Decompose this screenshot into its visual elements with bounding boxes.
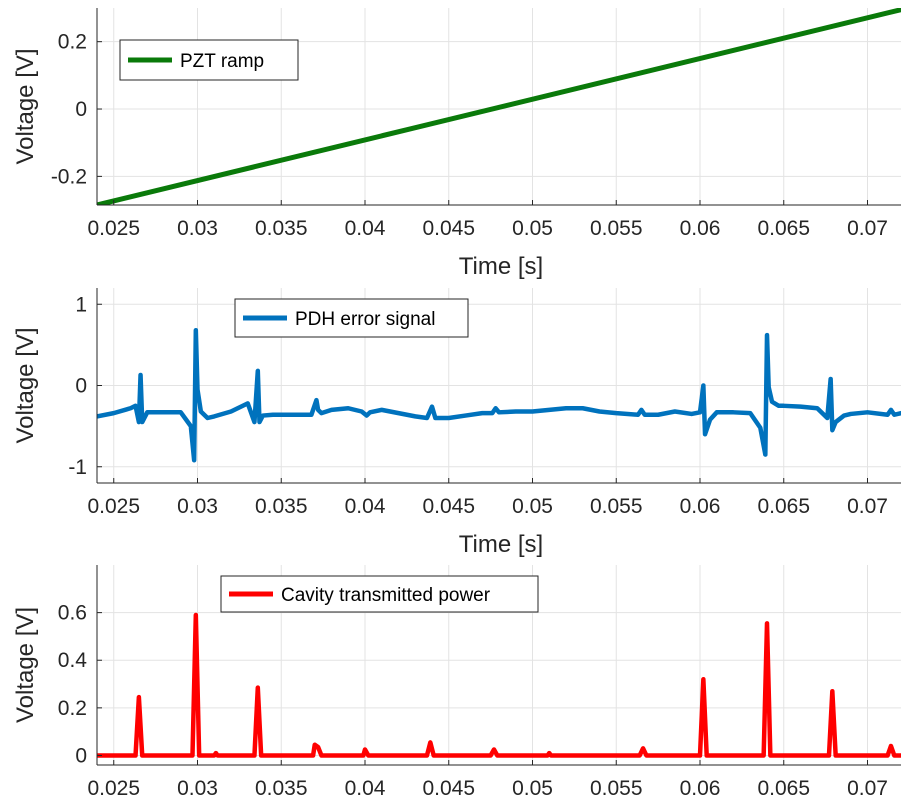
y-axis-label: Voltage [V] xyxy=(12,607,39,723)
x-tick-label: 0.055 xyxy=(590,217,643,240)
x-tick-label: 0.045 xyxy=(422,217,475,240)
x-tick-label: 0.025 xyxy=(87,217,140,240)
x-axis-label: Time [s] xyxy=(459,253,543,280)
x-tick-label: 0.025 xyxy=(87,495,140,518)
x-tick-label: 0.03 xyxy=(177,217,218,240)
legend: Cavity transmitted power xyxy=(220,575,539,613)
y-tick-label: 1 xyxy=(75,293,87,316)
series-line-pzt-ramp xyxy=(97,8,901,205)
x-tick-label: 0.07 xyxy=(847,777,888,800)
x-tick-label: 0.05 xyxy=(512,777,553,800)
legend-label: PDH error signal xyxy=(295,309,435,330)
legend-box xyxy=(220,575,539,613)
x-tick-label: 0.065 xyxy=(757,777,810,800)
series-line-cavity-transmitted-power xyxy=(97,612,901,758)
x-tick-label: 0.04 xyxy=(345,495,386,518)
chart-panel-2: 0.025 0.03 0.035 0.04 0.045 0.05 0.055 0.06 0.06… xyxy=(12,288,901,558)
chart-panel-3: 0.025 0.03 0.035 0.04 0.045 0.05 0.055 0.06 0.06… xyxy=(12,565,901,800)
y-axis-label: Voltage [V] xyxy=(12,48,39,164)
x-tick-label: 0.065 xyxy=(757,217,810,240)
x-tick-label: 0.05 xyxy=(512,495,553,518)
x-tick-label: 0.03 xyxy=(177,495,218,518)
x-tick-label: 0.04 xyxy=(345,217,386,240)
chart-panel-1: 0.025 0.03 0.035 0.04 0.045 0.05 0.055 0.06 0.06… xyxy=(12,8,901,280)
series-line-pdh-error-signal xyxy=(97,328,901,463)
x-tick-label: 0.065 xyxy=(757,495,810,518)
legend: PZT ramp xyxy=(119,39,299,81)
legend-label: Cavity transmitted power xyxy=(281,585,491,606)
x-tick-label: 0.035 xyxy=(255,495,308,518)
y-tick-label: 0.6 xyxy=(58,602,87,625)
y-tick-label: 0 xyxy=(75,744,87,767)
x-axis-label: Time [s] xyxy=(459,531,543,558)
y-tick-label: 0 xyxy=(75,98,87,121)
legend-label: PZT ramp xyxy=(180,51,264,72)
x-tick-label: 0.03 xyxy=(177,777,218,800)
y-tick-label: 0.4 xyxy=(58,649,88,672)
y-axis-label: Voltage [V] xyxy=(12,327,39,443)
y-tick-label: 0.2 xyxy=(58,697,87,720)
x-tick-label: 0.045 xyxy=(422,777,475,800)
x-tick-label: 0.045 xyxy=(422,495,475,518)
x-tick-label: 0.035 xyxy=(255,217,308,240)
y-tick-label: -0.2 xyxy=(51,165,87,188)
x-tick-label: 0.055 xyxy=(590,495,643,518)
legend: PDH error signal xyxy=(234,298,469,338)
x-tick-label: 0.07 xyxy=(847,217,888,240)
x-tick-label: 0.06 xyxy=(680,217,721,240)
x-tick-label: 0.035 xyxy=(255,777,308,800)
x-tick-label: 0.06 xyxy=(680,777,721,800)
y-tick-label: 0.2 xyxy=(58,31,87,54)
x-tick-label: 0.04 xyxy=(345,777,386,800)
y-tick-label: 0 xyxy=(75,375,87,398)
y-tick-label: -1 xyxy=(68,456,87,479)
x-tick-label: 0.07 xyxy=(847,495,888,518)
x-tick-label: 0.06 xyxy=(680,495,721,518)
x-tick-label: 0.05 xyxy=(512,217,553,240)
x-tick-label: 0.055 xyxy=(590,777,643,800)
x-tick-label: 0.025 xyxy=(87,777,140,800)
